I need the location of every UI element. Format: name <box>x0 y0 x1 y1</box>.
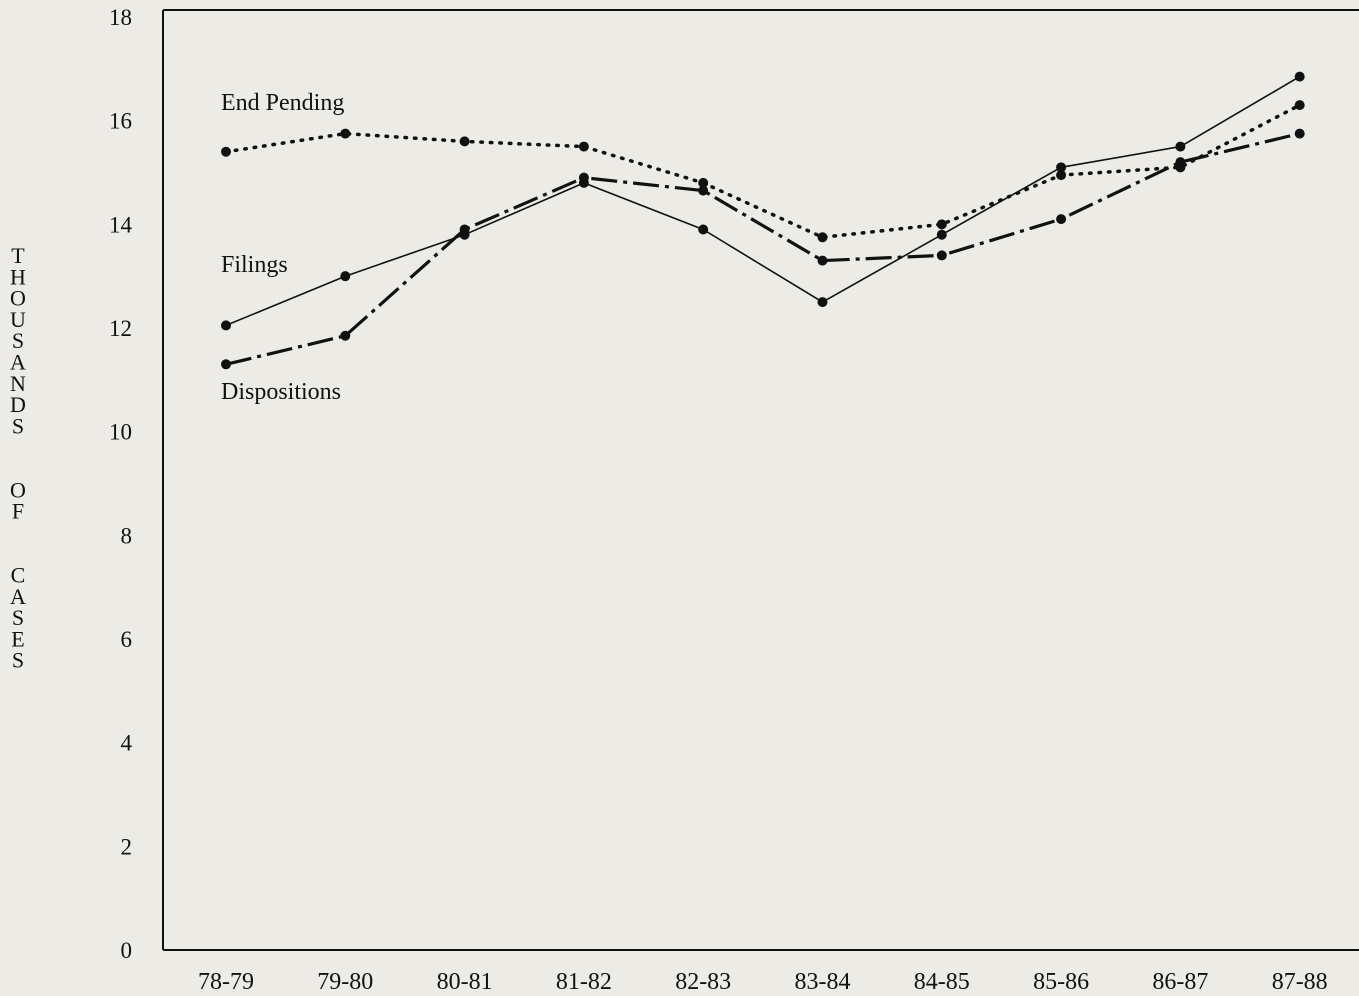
data-point-end-pending <box>221 146 231 157</box>
data-point-dispositions <box>340 330 351 341</box>
y-axis-label-letter: C <box>11 563 26 588</box>
data-point-dispositions <box>1175 157 1186 168</box>
x-tick-label: 85-86 <box>1033 969 1089 995</box>
series-points <box>221 71 1305 370</box>
data-point-dispositions <box>936 250 947 261</box>
series-labels: End Pending Filings Dispositions <box>221 90 344 405</box>
y-axis-label-letter: O <box>10 286 26 311</box>
data-point-end-pending <box>1294 100 1305 111</box>
x-tick-label: 83-84 <box>795 969 851 995</box>
y-axis-label-letter: H <box>10 264 26 289</box>
y-tick-label: 14 <box>109 212 133 237</box>
series-label-filings: Filings <box>221 252 288 278</box>
data-point-filings <box>698 224 709 235</box>
x-tick-label: 84-85 <box>914 969 970 995</box>
x-tick-label: 80-81 <box>437 969 493 995</box>
x-tick-label: 86-87 <box>1152 969 1208 995</box>
y-axis-label-letter: A <box>10 350 26 375</box>
y-axis-label-letter: E <box>11 626 24 651</box>
data-point-dispositions <box>1294 128 1305 139</box>
data-point-dispositions <box>698 185 709 196</box>
y-axis-label-letter: D <box>10 392 26 417</box>
series-line-dispositions <box>225 132 1301 366</box>
data-point-dispositions <box>817 255 828 266</box>
data-point-dispositions <box>1056 214 1067 225</box>
data-point-end-pending <box>698 177 709 188</box>
series-line-filings <box>225 75 1301 327</box>
y-axis-label-letter: S <box>12 413 24 438</box>
data-point-end-pending <box>936 219 947 230</box>
data-point-filings <box>340 271 351 282</box>
data-point-end-pending <box>459 136 470 147</box>
data-point-filings <box>1056 162 1067 173</box>
y-tick-label: 4 <box>121 731 133 756</box>
x-tick-label: 87-88 <box>1272 969 1328 995</box>
x-tick-label: 79-80 <box>317 969 373 995</box>
y-tick-label: 10 <box>109 420 132 445</box>
y-axis-label-letter: S <box>12 605 24 630</box>
y-tick-label: 12 <box>109 316 132 341</box>
y-axis-label-letter: A <box>10 584 26 609</box>
data-point-end-pending <box>817 232 828 243</box>
chart-axes <box>162 9 1359 951</box>
y-axis-label-letter: S <box>12 328 24 353</box>
data-point-filings <box>817 297 828 308</box>
data-point-end-pending <box>578 141 589 152</box>
y-axis-label-letter: O <box>10 477 26 502</box>
data-point-dispositions <box>221 359 231 370</box>
y-axis-label-letter: N <box>10 371 26 396</box>
series-label-end-pending: End Pending <box>221 90 344 116</box>
y-tick-label: 8 <box>121 523 133 548</box>
data-point-filings <box>1175 141 1186 152</box>
y-axis-label-letter: U <box>10 307 26 332</box>
x-tick-label: 78-79 <box>198 969 254 995</box>
series-lines <box>224 75 1302 366</box>
y-axis-label-letter: S <box>12 648 24 673</box>
data-point-end-pending <box>1056 170 1067 181</box>
series-line-end-pending <box>224 103 1302 240</box>
x-tick-label: 81-82 <box>556 969 612 995</box>
data-point-filings <box>936 229 947 240</box>
y-axis-label-letter: T <box>11 243 25 268</box>
series-label-dispositions: Dispositions <box>221 379 341 405</box>
y-axis-label-letter: F <box>12 499 24 524</box>
y-tick-label: 2 <box>121 834 133 859</box>
x-tick-label: 82-83 <box>675 969 731 995</box>
y-tick-label: 16 <box>109 109 132 134</box>
data-point-dispositions <box>578 172 589 183</box>
data-point-dispositions <box>459 224 470 235</box>
y-tick-label: 0 <box>121 938 133 963</box>
data-point-filings <box>221 320 231 331</box>
data-point-end-pending <box>340 128 351 139</box>
y-axis-ticks: 0 2 4 6 8 10 12 14 16 18 <box>109 5 133 963</box>
data-point-filings <box>1294 71 1305 82</box>
y-tick-label: 6 <box>121 627 133 652</box>
x-axis-ticks: 78-79 79-80 80-81 81-82 82-83 83-84 84-85 85-86… <box>198 969 1328 995</box>
y-tick-label: 18 <box>109 5 132 30</box>
